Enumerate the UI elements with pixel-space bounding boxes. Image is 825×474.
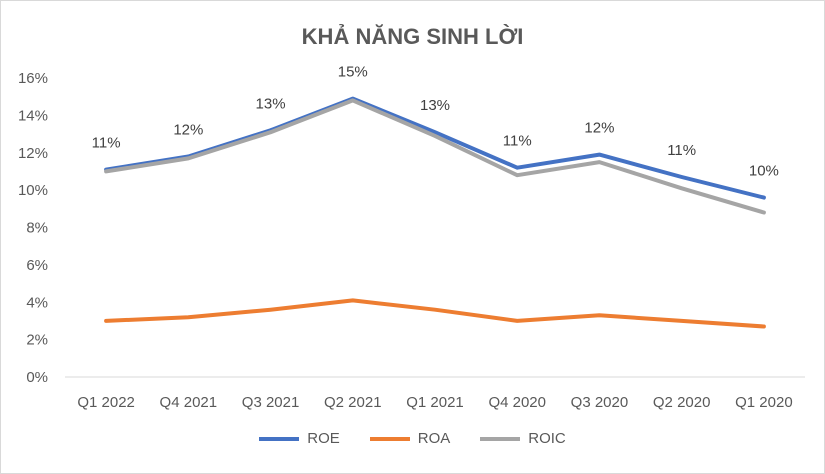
y-tick-label: 12% <box>18 145 48 162</box>
y-tick-label: 10% <box>18 182 48 199</box>
x-tick-label: Q1 2021 <box>406 394 464 411</box>
x-tick-label: Q1 2022 <box>77 394 135 411</box>
y-tick-label: 14% <box>18 107 48 124</box>
x-tick-label: Q1 2020 <box>735 394 793 411</box>
data-label: 12% <box>173 121 203 138</box>
data-label: 13% <box>256 95 286 112</box>
legend-item-roic: ROIC <box>480 430 566 447</box>
legend-label-roic: ROIC <box>528 430 566 447</box>
x-tick-label: Q3 2020 <box>571 394 629 411</box>
y-tick-label: 8% <box>26 220 48 237</box>
legend-swatch-roic <box>480 436 521 441</box>
legend-swatch-roa <box>369 436 410 441</box>
legend-swatch-roe <box>259 436 300 441</box>
series-line-roa <box>104 298 766 329</box>
y-tick-label: 6% <box>26 257 48 274</box>
legend-label-roa: ROA <box>417 430 451 447</box>
data-label: 11% <box>667 142 696 159</box>
series-line-roic <box>104 98 766 215</box>
x-tick-label: Q4 2021 <box>160 394 218 411</box>
data-label: 11% <box>503 133 532 150</box>
legend-label-roe: ROE <box>307 430 340 447</box>
data-label: 11% <box>92 135 121 152</box>
x-tick-label: Q4 2020 <box>488 394 546 411</box>
chart-title: KHẢ NĂNG SINH LỜI <box>301 24 524 49</box>
legend: ROE ROA ROIC <box>0 430 825 447</box>
legend-item-roe: ROE <box>259 430 340 447</box>
x-tick-label: Q2 2020 <box>653 394 711 411</box>
data-label: 15% <box>338 64 368 81</box>
data-label: 13% <box>420 97 450 114</box>
x-tick-label: Q2 2021 <box>324 394 382 411</box>
data-label: 12% <box>584 120 614 137</box>
y-tick-label: 4% <box>26 294 48 311</box>
y-tick-label: 16% <box>18 70 48 87</box>
legend-item-roa: ROA <box>369 430 451 447</box>
y-tick-label: 2% <box>26 332 48 349</box>
x-tick-label: Q3 2021 <box>242 394 300 411</box>
data-label: 10% <box>749 163 779 180</box>
y-tick-label: 0% <box>26 369 48 386</box>
